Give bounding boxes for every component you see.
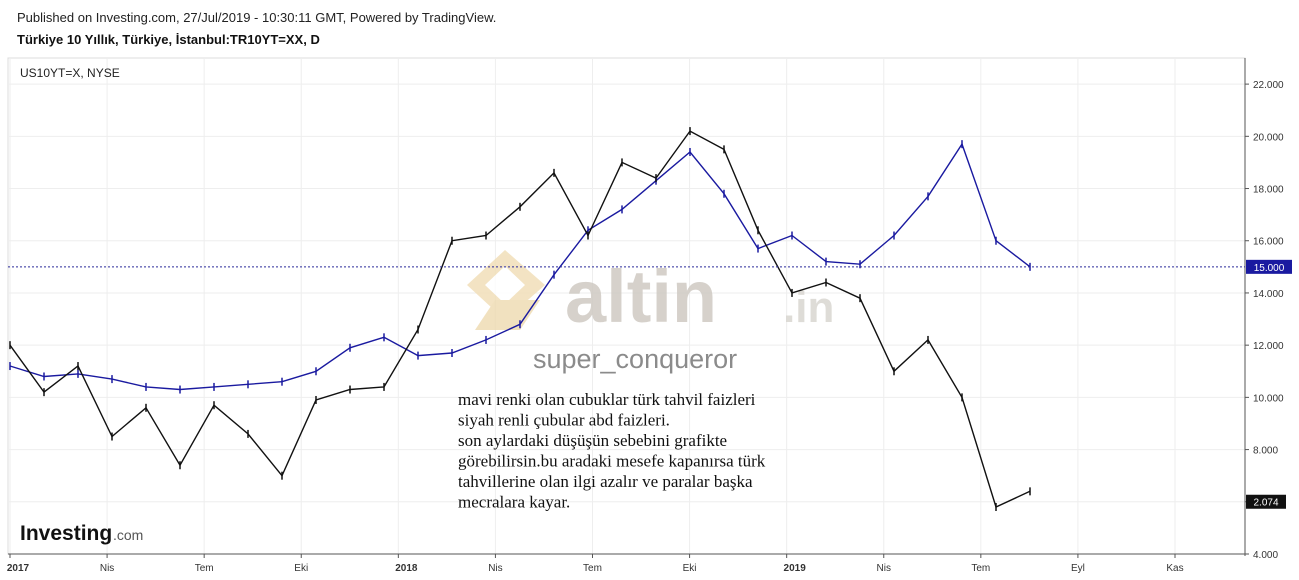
watermark-brand: altin	[565, 255, 717, 338]
y-tick-label: 18.000	[1253, 185, 1284, 196]
annotation-line: görebilirsin.bu aradaki mesefe kapanırsa…	[458, 452, 766, 471]
x-tick-label: Nis	[100, 563, 114, 574]
y-tick-label: 22.000	[1253, 80, 1284, 91]
data-points	[9, 127, 1031, 512]
annotation-line: siyah renli çubular abd faizleri.	[458, 411, 670, 430]
annotation-line: mavi renki olan cubuklar türk tahvil fai…	[458, 390, 756, 409]
altin-logo-icon	[467, 250, 545, 330]
overlay-symbol-label: US10YT=X, NYSE	[20, 66, 120, 80]
symbol-title: Türkiye 10 Yıllık, Türkiye, İstanbul:TR1…	[17, 32, 320, 47]
annotation-text: mavi renki olan cubuklar türk tahvil fai…	[458, 390, 766, 512]
watermark-user: super_conqueror	[533, 344, 737, 374]
investing-logo: Investing .com	[20, 522, 143, 545]
y-tick-label: 4.000	[1253, 550, 1278, 561]
x-tick-label: 2017	[7, 563, 30, 574]
logo-suffix: .com	[113, 527, 143, 543]
price-tag-current-text: 15.000	[1254, 263, 1285, 274]
x-tick-label: Tem	[583, 563, 602, 574]
x-tick-label: Kas	[1166, 563, 1183, 574]
x-tick-label: 2019	[784, 563, 807, 574]
price-tag-overlay-text: 2.074	[1253, 498, 1278, 509]
x-tick-label: Eyl	[1071, 563, 1085, 574]
y-tick-labels: 4.0006.0008.00010.00012.00014.00016.0001…	[1245, 80, 1284, 561]
y-tick-label: 10.000	[1253, 393, 1284, 404]
x-tick-label: Eki	[294, 563, 308, 574]
y-tick-label: 14.000	[1253, 289, 1284, 300]
annotation-line: tahvillerine olan ilgi azalır ve paralar…	[458, 472, 753, 491]
logo-bold: Investing	[20, 522, 112, 545]
published-line: Published on Investing.com, 27/Jul/2019 …	[17, 10, 497, 25]
annotation-line: son aylardaki düşüşün sebebini grafikte	[458, 431, 727, 450]
y-tick-label: 12.000	[1253, 341, 1284, 352]
x-tick-label: Nis	[488, 563, 502, 574]
price-tag-overlay: 2.074	[1246, 494, 1286, 509]
y-tick-label: 20.000	[1253, 132, 1284, 143]
price-tag-current: 15.000	[1246, 259, 1292, 274]
watermark: altin .in super_conqueror	[467, 250, 834, 374]
y-tick-label: 8.000	[1253, 446, 1278, 457]
x-tick-label: Nis	[877, 563, 891, 574]
x-tick-labels: 2017 Nis Tem Eki 2018 Nis Tem Eki 2019 Nis Tem Eyl K…	[7, 554, 1184, 574]
x-tick-label: Tem	[971, 563, 990, 574]
x-tick-label: Eki	[683, 563, 697, 574]
x-tick-label: Tem	[195, 563, 214, 574]
x-tick-label: 2018	[395, 563, 418, 574]
y-tick-label: 16.000	[1253, 237, 1284, 248]
annotation-line: mecralara kayar.	[458, 493, 570, 512]
